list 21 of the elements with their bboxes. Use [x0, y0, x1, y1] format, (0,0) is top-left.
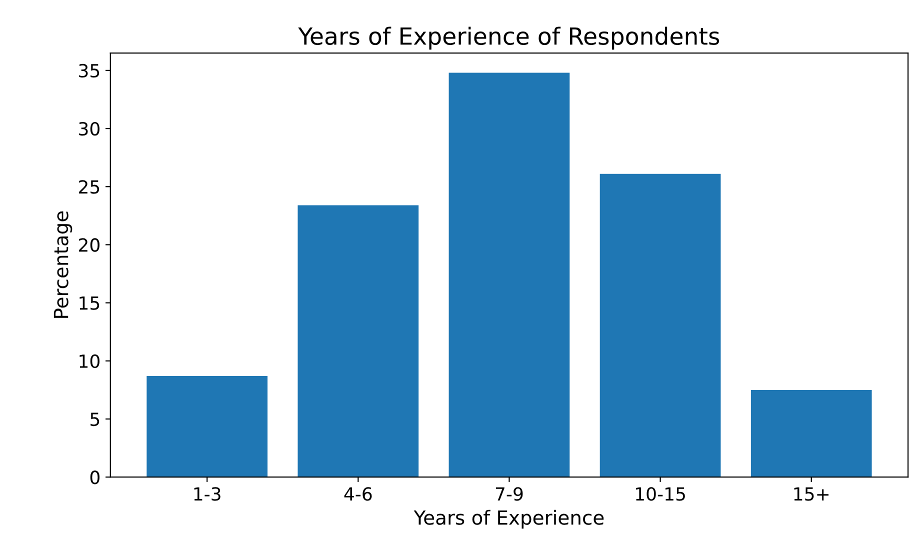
bar — [298, 205, 419, 478]
x-tick-label: 10-15 — [636, 487, 685, 501]
y-tick-label: 25 — [79, 180, 100, 194]
y-axis-title: Percentage — [54, 211, 72, 318]
x-tick-label: 7-9 — [496, 487, 523, 501]
y-tick-label: 5 — [90, 412, 100, 426]
y-tick-label: 30 — [79, 122, 100, 136]
x-tick-label: 4-6 — [344, 487, 372, 501]
x-axis-title: Years of Experience — [414, 510, 604, 529]
y-tick-label: 35 — [79, 64, 100, 78]
bar — [146, 376, 268, 478]
chart-title: Years of Experience of Respondents — [298, 26, 720, 50]
x-tick-label: 15+ — [794, 487, 828, 501]
bar — [600, 174, 721, 478]
bar — [448, 72, 570, 478]
bar — [750, 390, 872, 478]
y-tick-label: 0 — [90, 470, 100, 484]
y-tick-label: 15 — [80, 296, 100, 310]
y-tick-label: 20 — [79, 238, 100, 252]
x-tick-label: 1-3 — [194, 487, 220, 501]
y-tick-label: 10 — [80, 354, 100, 368]
